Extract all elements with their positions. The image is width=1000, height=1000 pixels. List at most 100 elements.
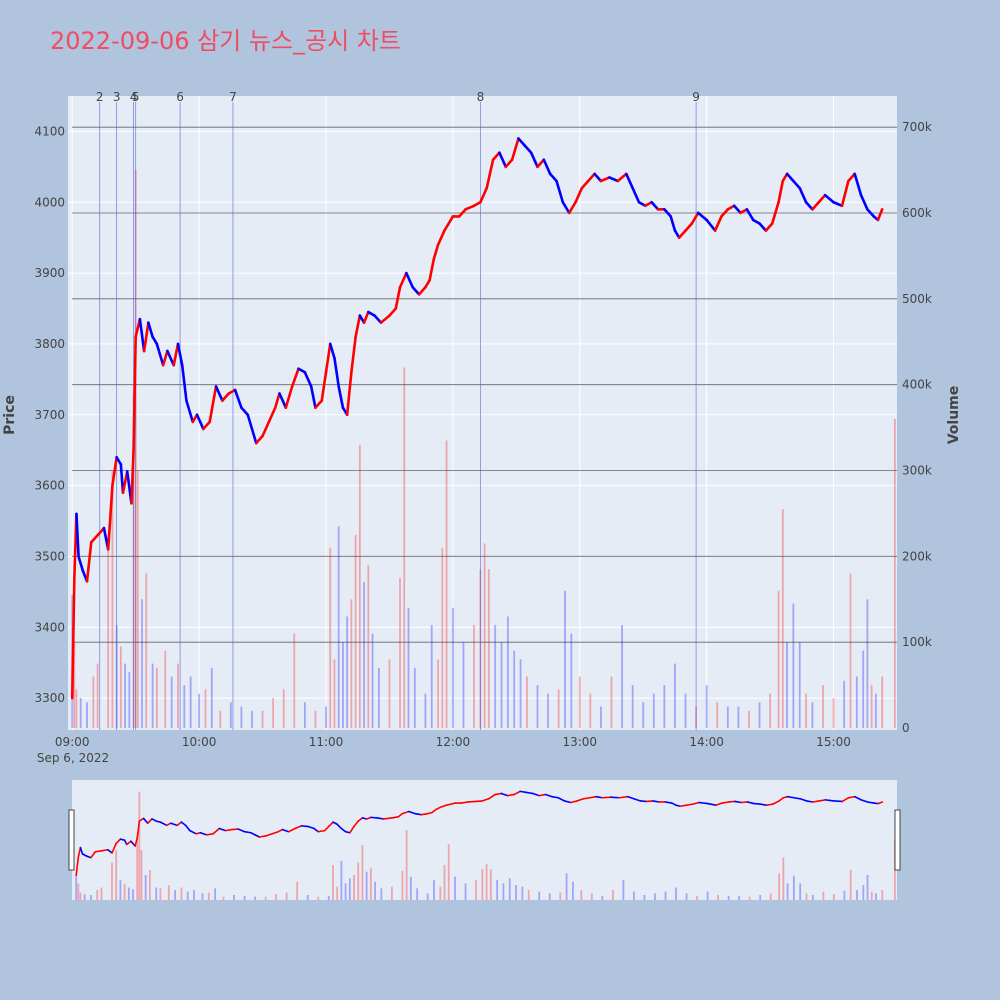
- news-marker-label: 3: [113, 90, 121, 104]
- price-segment: [799, 797, 808, 802]
- volume-bar: [119, 880, 122, 900]
- price-segment: [487, 793, 496, 800]
- volume-bar: [798, 642, 801, 728]
- volume-bar: [189, 676, 192, 728]
- volume-bar: [811, 702, 814, 728]
- volume-bar: [759, 895, 762, 900]
- price-segment: [401, 810, 410, 815]
- price-segment: [498, 151, 508, 169]
- price-segment: [231, 828, 240, 831]
- volume-bar: [748, 710, 750, 728]
- volume-bar: [365, 871, 368, 900]
- price-segment: [551, 795, 559, 799]
- price-segment: [481, 797, 490, 802]
- news-marker-label: 7: [229, 90, 237, 104]
- volume-bar: [296, 881, 299, 900]
- volume-bar: [654, 893, 656, 900]
- price-segment: [333, 356, 340, 388]
- volume-bar: [314, 710, 317, 728]
- price-segment: [264, 833, 273, 837]
- volume-bar: [439, 886, 442, 900]
- volume-bar: [822, 685, 824, 728]
- price-segment: [595, 795, 604, 799]
- price-segment: [753, 802, 762, 805]
- volume-bar: [443, 865, 446, 900]
- volume-bar: [781, 509, 784, 728]
- volume-bar: [159, 888, 162, 900]
- news-marker-label: 9: [692, 90, 700, 104]
- price-segment: [77, 846, 82, 858]
- price-segment: [692, 801, 700, 805]
- volume-bar: [777, 590, 780, 728]
- price-segment: [631, 186, 641, 204]
- price-segment: [574, 186, 584, 204]
- volume-bar: [75, 874, 78, 900]
- volume-bar: [664, 891, 667, 900]
- volume-bar: [441, 547, 444, 728]
- volume-bar: [564, 590, 566, 728]
- range-slider-left-handle: [68, 809, 75, 871]
- volume-bar: [73, 642, 76, 728]
- price-segment: [713, 215, 723, 232]
- price-segment: [176, 342, 184, 367]
- price-segment: [823, 193, 835, 204]
- time-tick-label: 09:00: [55, 735, 90, 749]
- price-segment: [778, 796, 785, 802]
- price-segment: [485, 158, 495, 190]
- price-segment: [398, 271, 408, 289]
- time-tick-label: 10:00: [182, 735, 217, 749]
- price-segment: [237, 828, 246, 833]
- volume-bar: [144, 875, 147, 900]
- price-segment: [233, 388, 243, 409]
- volume-bar: [464, 883, 467, 900]
- price-segment: [431, 808, 437, 814]
- price-segment: [243, 830, 252, 834]
- price-segment: [111, 842, 117, 854]
- volume-bar: [148, 870, 151, 900]
- volume-bar: [138, 791, 141, 900]
- volume-bar: [272, 697, 275, 728]
- volume-bar: [600, 706, 602, 728]
- price-segment: [370, 816, 378, 819]
- volume-bar: [674, 663, 676, 728]
- price-segment: [313, 827, 320, 833]
- price-segment: [567, 200, 577, 215]
- volume-bar: [506, 616, 509, 728]
- price-segment: [138, 317, 146, 353]
- volume-bar: [240, 706, 243, 728]
- price-segment: [75, 856, 80, 877]
- volume-bar: [792, 875, 795, 900]
- volume-bar: [107, 534, 110, 728]
- price-segment: [414, 812, 423, 816]
- price-segment: [781, 172, 789, 183]
- price-segment: [185, 399, 195, 424]
- price-segment: [357, 817, 364, 822]
- price-segment: [407, 810, 416, 815]
- volume-bar: [548, 893, 551, 900]
- price-segment: [142, 321, 150, 353]
- range-slider[interactable]: [68, 780, 901, 900]
- volume-bar: [285, 892, 288, 900]
- price-segment: [847, 795, 856, 799]
- price-segment: [866, 208, 876, 218]
- volume-bar: [361, 845, 364, 900]
- price-segment: [536, 158, 546, 169]
- price-segment: [786, 795, 795, 799]
- volume-bar: [127, 887, 130, 900]
- price-segment: [772, 800, 780, 805]
- price-segment: [811, 200, 821, 211]
- price-segment: [460, 801, 469, 804]
- price-segment: [664, 801, 673, 804]
- price-segment: [847, 172, 857, 183]
- price-segment: [542, 158, 552, 176]
- price-segment: [172, 342, 180, 367]
- price-segment: [770, 200, 780, 225]
- volume-bar: [494, 625, 497, 728]
- price-segment: [362, 310, 370, 324]
- price-segment: [106, 848, 113, 854]
- volume-tick-label: 0: [902, 721, 910, 735]
- volume-bar: [866, 875, 869, 900]
- volume-bar: [866, 599, 869, 728]
- volume-bar: [86, 702, 88, 728]
- price-segment: [388, 307, 398, 317]
